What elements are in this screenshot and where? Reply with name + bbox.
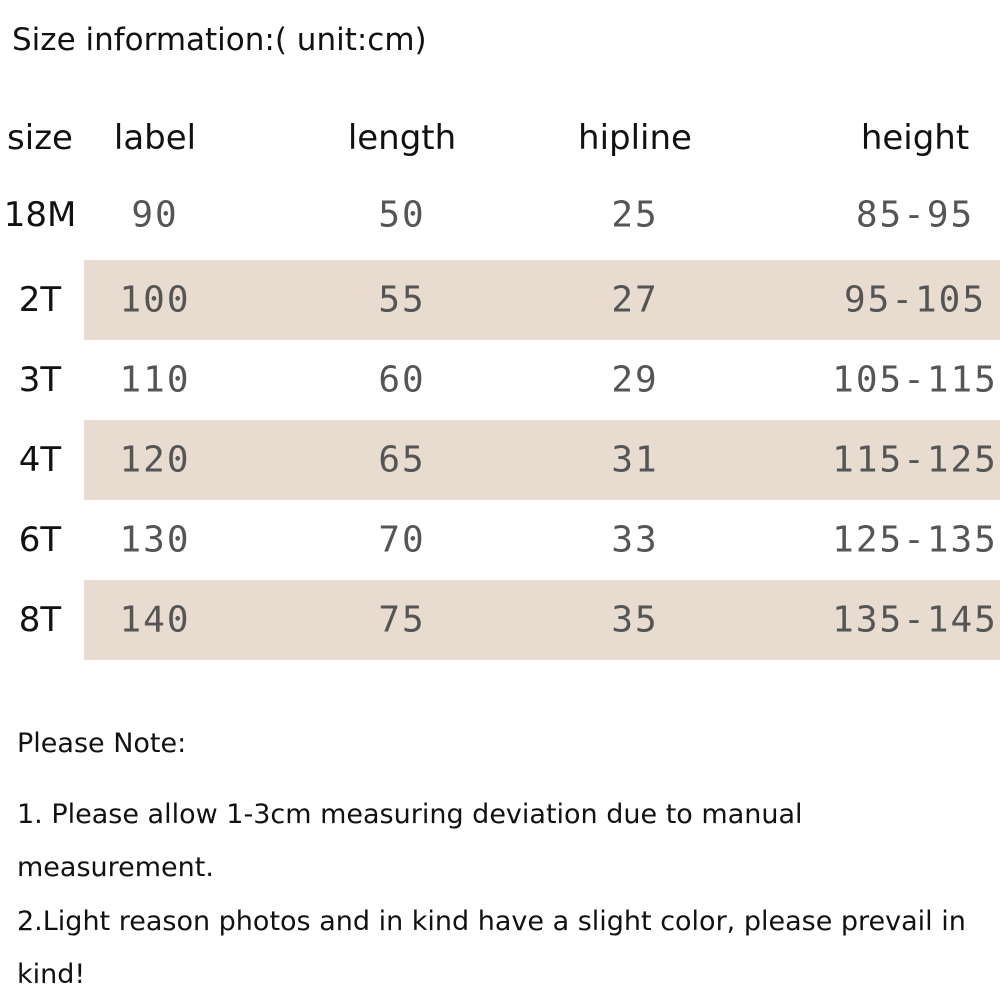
table-cell: 105-115: [832, 359, 998, 401]
table-cell: 70: [378, 519, 426, 561]
row-band: [84, 260, 1000, 340]
column-header: length: [347, 118, 457, 158]
size-cell: 2T: [18, 280, 62, 320]
note-item: 2.Light reason photos and in kind have a…: [17, 906, 966, 990]
table-cell: 130: [119, 519, 191, 561]
column-header: height: [860, 118, 970, 158]
table-cell: 95-105: [843, 279, 987, 321]
table-cell: 65: [378, 439, 426, 481]
table-cell: 60: [378, 359, 426, 401]
size-cell: 8T: [18, 600, 62, 640]
table-cell: 31: [611, 439, 659, 481]
size-cell: 6T: [18, 520, 62, 560]
note-item: 1. Please allow 1-3cm measuring deviatio…: [17, 799, 803, 883]
size-cell: 18M: [3, 195, 77, 235]
row-band: [84, 580, 1000, 660]
table-cell: 110: [119, 359, 191, 401]
table-cell: 29: [611, 359, 659, 401]
column-header: size: [7, 118, 73, 158]
table-cell: 120: [119, 439, 191, 481]
column-header: hipline: [578, 118, 692, 158]
size-cell: 3T: [18, 360, 62, 400]
table-cell: 90: [131, 194, 179, 236]
table-cell: 55: [378, 279, 426, 321]
table-cell: 50: [378, 194, 426, 236]
table-cell: 27: [611, 279, 659, 321]
column-header: label: [113, 118, 197, 158]
table-cell: 135-145: [832, 599, 998, 641]
table-cell: 33: [611, 519, 659, 561]
table-cell: 140: [119, 599, 191, 641]
table-cell: 85-95: [855, 194, 975, 236]
title: Size information:( unit:cm): [12, 22, 427, 58]
table-cell: 125-135: [832, 519, 998, 561]
size-cell: 4T: [18, 440, 62, 480]
row-band: [84, 420, 1000, 500]
note-heading: Please Note:: [17, 728, 187, 759]
table-cell: 35: [611, 599, 659, 641]
table-cell: 100: [119, 279, 191, 321]
table-cell: 25: [611, 194, 659, 236]
table-cell: 115-125: [832, 439, 998, 481]
table-cell: 75: [378, 599, 426, 641]
